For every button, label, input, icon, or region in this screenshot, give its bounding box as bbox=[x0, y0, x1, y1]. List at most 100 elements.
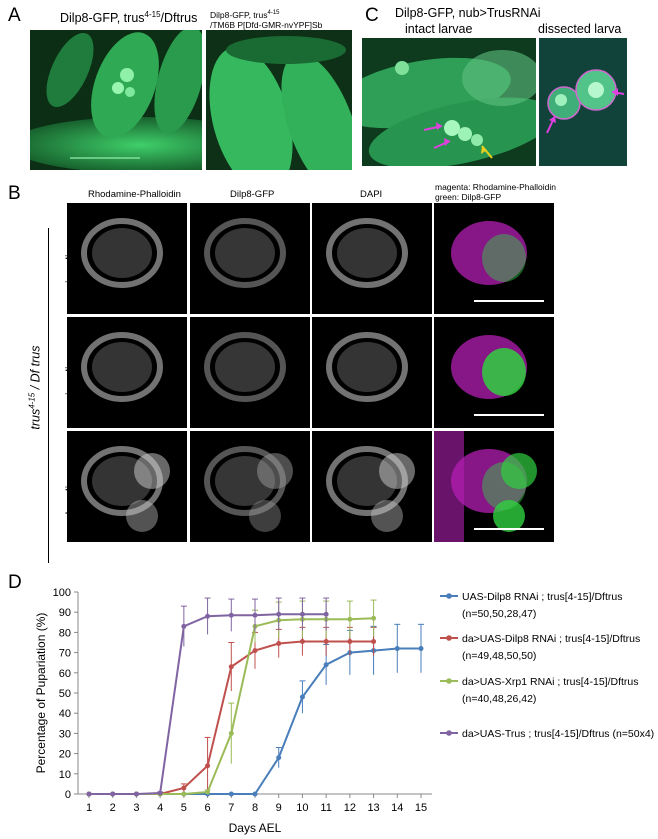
data-point-s4 bbox=[228, 612, 234, 618]
y-tick-label: 20 bbox=[59, 749, 71, 761]
micrograph-r2-phalloidin bbox=[67, 317, 187, 428]
x-tick-label: 9 bbox=[276, 802, 282, 814]
col-header-phalloidin: Rhodamine-Phalloidin bbox=[88, 189, 181, 200]
col-header-merge: magenta: Rhodamine-Phalloidin green: Dil… bbox=[435, 182, 556, 202]
x-tick-label: 8 bbox=[252, 802, 258, 814]
legend-label-4: da>UAS-Trus ; trus[4-15]/Dftrus (n=50x4) bbox=[462, 728, 654, 740]
legend-label-3: (n=40,48,26,42) bbox=[462, 693, 536, 705]
data-point-s4 bbox=[181, 623, 187, 629]
y-tick-label: 0 bbox=[65, 789, 71, 801]
panel-a-right-title-line2: /TM6B P[Dfd-GMR-nvYPF]Sb bbox=[210, 19, 323, 30]
data-point-s4 bbox=[110, 791, 116, 797]
data-point-s4 bbox=[299, 611, 305, 617]
genotype-main: trus bbox=[28, 408, 43, 430]
merge-header-line1: magenta: Rhodamine-Phalloidin bbox=[435, 182, 556, 192]
panel-c-sub-left: intact larvae bbox=[405, 22, 473, 36]
micrograph-r3-phalloidin bbox=[67, 431, 187, 542]
x-tick-label: 7 bbox=[228, 802, 234, 814]
micrograph-r3-dilp8 bbox=[190, 431, 310, 542]
data-point-s2 bbox=[252, 648, 258, 654]
larvae-right-drawing bbox=[206, 30, 352, 170]
legend-label-2: (n=49,48,50,50) bbox=[462, 650, 536, 662]
micrograph-r1-phalloidin bbox=[67, 203, 187, 314]
y-tick-label: 10 bbox=[59, 769, 71, 781]
x-tick-label: 14 bbox=[391, 802, 403, 814]
x-tick-label: 6 bbox=[205, 802, 211, 814]
panel-a-right-title-sup: 4-15 bbox=[267, 10, 280, 16]
panel-c-left-image bbox=[362, 38, 536, 166]
panel-a-left-title: Dilp8-GFP, trus4-15/Dftrus bbox=[60, 10, 197, 25]
data-point-s1 bbox=[276, 755, 282, 761]
panel-c-title: Dilp8-GFP, nub>TrusRNAi bbox=[395, 6, 541, 20]
data-point-s3 bbox=[205, 789, 211, 795]
data-point-s4 bbox=[86, 791, 92, 797]
data-point-s2 bbox=[228, 664, 234, 670]
x-tick-label: 1 bbox=[86, 802, 92, 814]
micrograph-r1-dapi bbox=[312, 203, 432, 314]
micrograph-r2-merge bbox=[434, 317, 554, 428]
data-point-s3 bbox=[347, 616, 353, 622]
larvae-left-drawing bbox=[30, 30, 202, 170]
data-point-s2 bbox=[276, 641, 282, 647]
data-point-s2 bbox=[181, 785, 187, 791]
col-header-dilp8: Dilp8-GFP bbox=[230, 189, 275, 200]
data-point-s4 bbox=[323, 611, 329, 617]
legend-marker-3 bbox=[446, 678, 452, 684]
y-tick-label: 30 bbox=[59, 728, 71, 740]
panel-a-right-title-line1: Dilp8-GFP, trus bbox=[210, 9, 268, 20]
panel-letter-a: A bbox=[8, 5, 21, 26]
panel-a-left-title-sup: 4-15 bbox=[144, 10, 161, 19]
micrograph-r2-dilp8 bbox=[190, 317, 310, 428]
x-tick-label: 11 bbox=[320, 802, 331, 814]
data-point-s3 bbox=[228, 730, 234, 736]
x-tick-label: 5 bbox=[181, 802, 187, 814]
data-point-s3 bbox=[181, 791, 187, 797]
dissected-larva-drawing bbox=[539, 38, 627, 166]
data-point-s2 bbox=[205, 763, 211, 769]
legend-label-2: da>UAS-Dilp8 RNAi ; trus[4-15]/Dftrus bbox=[462, 633, 640, 645]
data-point-s1 bbox=[228, 791, 234, 797]
micrograph-r2-dapi bbox=[312, 317, 432, 428]
x-tick-label: 13 bbox=[367, 802, 379, 814]
legend-label-3: da>UAS-Xrp1 RNAi ; trus[4-15]/Dftrus bbox=[462, 676, 639, 688]
y-tick-label: 40 bbox=[59, 708, 71, 720]
data-point-s2 bbox=[347, 638, 353, 644]
micrograph-r3-merge bbox=[434, 431, 554, 542]
panel-c-sub-right: dissected larva bbox=[538, 22, 622, 36]
panel-a-right-title: Dilp8-GFP, trus4-15 /TM6B P[Dfd-GMR-nvYP… bbox=[210, 8, 322, 30]
panel-a-right-image bbox=[206, 30, 352, 170]
micrograph-r1-dilp8 bbox=[190, 203, 310, 314]
x-axis-label: Days AEL bbox=[229, 821, 282, 835]
x-tick-label: 10 bbox=[296, 802, 308, 814]
y-tick-label: 50 bbox=[59, 688, 71, 700]
panel-letter-b: B bbox=[8, 183, 21, 204]
legend-marker-2 bbox=[446, 635, 452, 641]
merge-header-line2: green: Dilp8-GFP bbox=[435, 192, 502, 202]
panel-a-left-title-tail: /Dftrus bbox=[160, 11, 198, 26]
y-tick-label: 90 bbox=[59, 607, 71, 619]
data-point-s4 bbox=[133, 791, 139, 797]
x-tick-label: 3 bbox=[133, 802, 139, 814]
data-point-s1 bbox=[323, 662, 329, 668]
data-point-s2 bbox=[299, 638, 305, 644]
y-tick-label: 60 bbox=[59, 668, 71, 680]
micrograph-r3-dapi bbox=[312, 431, 432, 542]
data-point-s4 bbox=[276, 611, 282, 617]
x-tick-label: 4 bbox=[157, 802, 163, 814]
intact-larvae-drawing bbox=[362, 38, 536, 166]
genotype-sup: 4-15 bbox=[27, 392, 37, 409]
legend-marker-1 bbox=[446, 593, 452, 599]
y-tick-label: 80 bbox=[59, 627, 71, 639]
panel-letter-c: C bbox=[365, 5, 379, 26]
data-point-s1 bbox=[418, 646, 424, 652]
y-tick-label: 100 bbox=[53, 587, 71, 599]
genotype-tail: / Df trus bbox=[28, 345, 43, 393]
y-axis-label: Percentage of Pupariation (%) bbox=[34, 613, 48, 774]
panel-a-left-title-text: Dilp8-GFP, trus bbox=[60, 11, 145, 26]
data-point-s3 bbox=[371, 615, 377, 621]
x-tick-label: 12 bbox=[344, 802, 356, 814]
data-point-s4 bbox=[157, 790, 163, 796]
data-point-s4 bbox=[205, 613, 211, 619]
legend-label-1: UAS-Dilp8 RNAi ; trus[4-15]/Dftrus bbox=[462, 591, 622, 603]
